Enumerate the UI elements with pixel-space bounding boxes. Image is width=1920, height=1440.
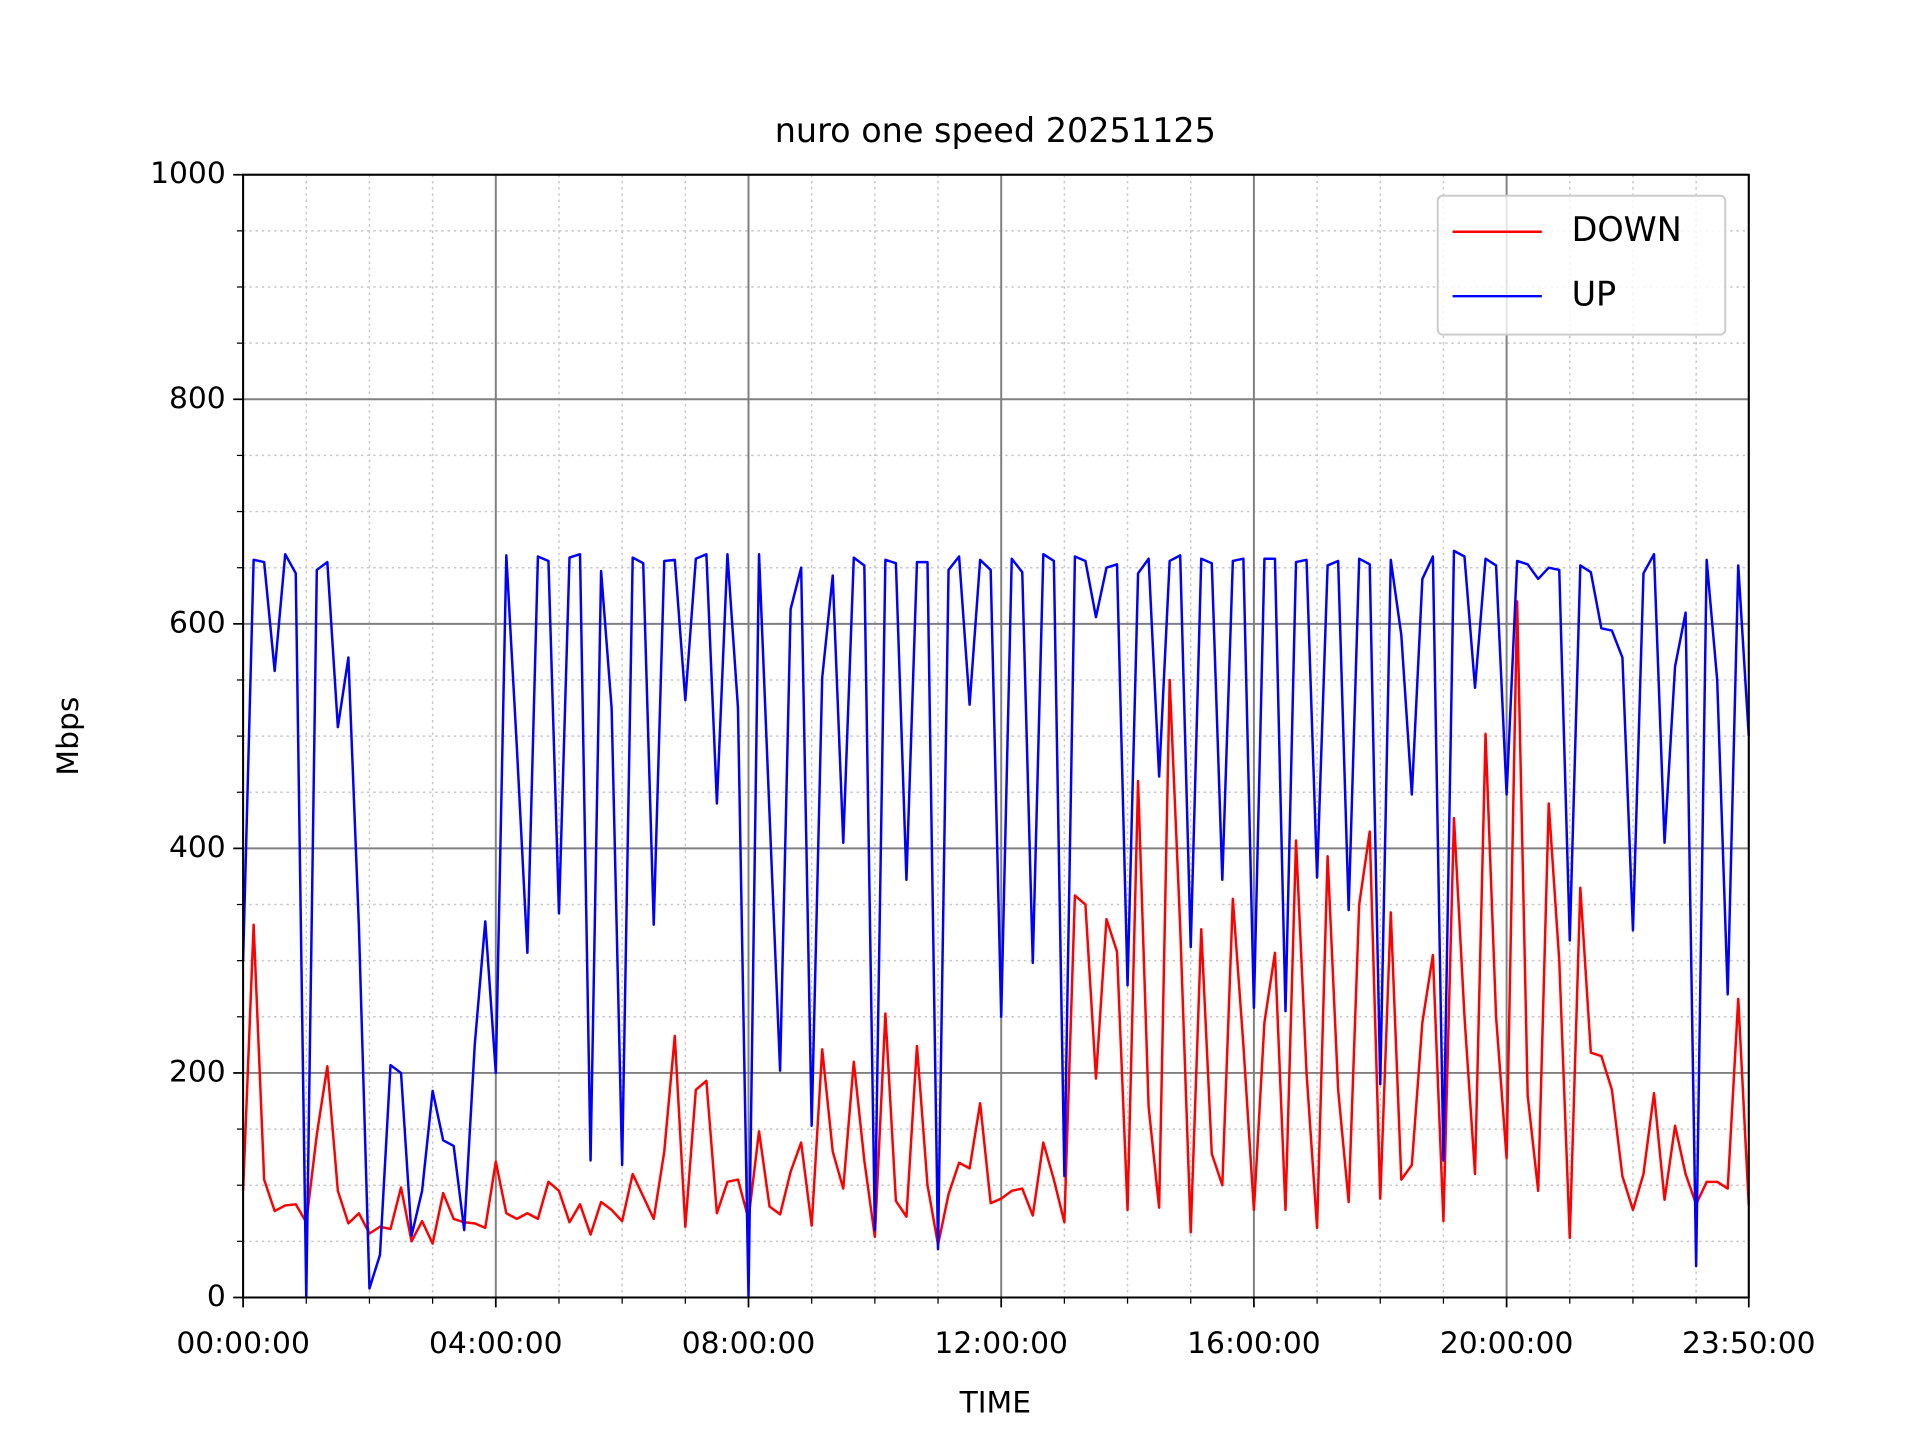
data-line	[241, 600, 1751, 1246]
y-tick-label: 400	[169, 830, 226, 865]
chart-title: nuro one speed 20251125	[775, 111, 1216, 150]
x-tick-label: 04:00:00	[429, 1326, 563, 1361]
y-tick-label: 600	[169, 605, 226, 640]
y-tick-label: 200	[169, 1054, 226, 1089]
x-tick-label: 08:00:00	[682, 1326, 816, 1361]
plot-frame	[242, 173, 1750, 1299]
x-axis-label: TIME	[959, 1386, 1031, 1421]
legend-label: DOWN	[1572, 210, 1682, 249]
legend-label: UP	[1572, 275, 1617, 314]
y-axis-label: Mbps	[51, 697, 86, 776]
x-tick-label: 16:00:00	[1187, 1326, 1321, 1361]
y-tick-label: 800	[169, 381, 226, 416]
x-tick-label: 23:50:00	[1682, 1326, 1816, 1361]
x-tick-label: 20:00:00	[1440, 1326, 1574, 1361]
x-tick-label: 12:00:00	[934, 1326, 1068, 1361]
data-line	[241, 549, 1751, 1299]
y-tick-label: 0	[207, 1279, 226, 1314]
y-tick-label: 1000	[150, 156, 226, 191]
x-tick-label: 00:00:00	[176, 1326, 310, 1361]
